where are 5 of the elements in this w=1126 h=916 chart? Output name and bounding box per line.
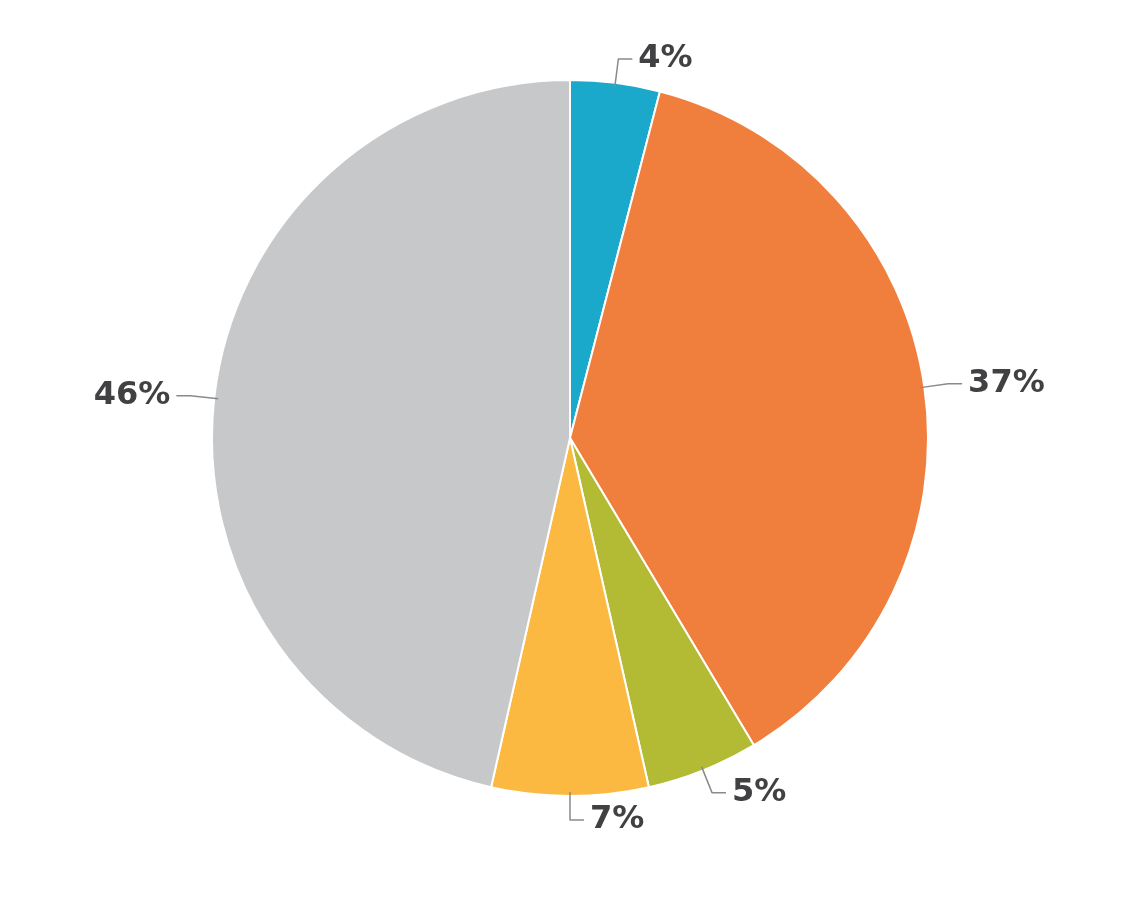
data-label: 7% bbox=[590, 798, 645, 837]
data-label: 4% bbox=[638, 37, 693, 76]
data-label: 37% bbox=[968, 361, 1045, 400]
data-label: 46% bbox=[93, 373, 171, 412]
data-label: 5% bbox=[731, 770, 787, 809]
